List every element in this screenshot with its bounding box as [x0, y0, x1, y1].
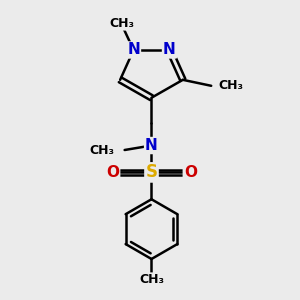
Text: S: S — [146, 164, 158, 181]
Text: N: N — [163, 43, 176, 58]
Text: CH₃: CH₃ — [139, 273, 164, 286]
Text: O: O — [184, 165, 197, 180]
Text: CH₃: CH₃ — [219, 79, 244, 92]
Text: CH₃: CH₃ — [89, 143, 114, 157]
Text: CH₃: CH₃ — [109, 16, 134, 30]
Text: O: O — [106, 165, 119, 180]
Text: N: N — [145, 138, 158, 153]
Text: N: N — [127, 43, 140, 58]
